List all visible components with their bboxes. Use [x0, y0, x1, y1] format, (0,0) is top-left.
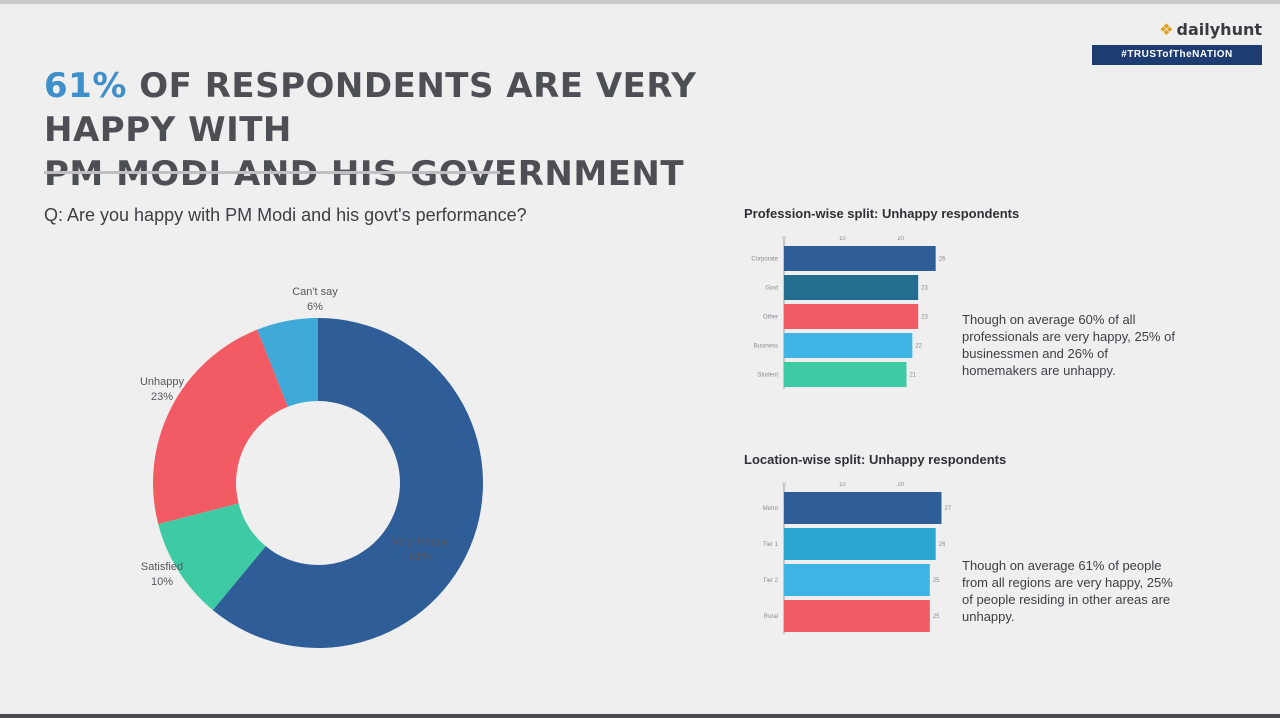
donut-value-label: 6% [307, 301, 323, 313]
bottom-edge-strip [0, 714, 1280, 718]
bar-student [784, 362, 907, 387]
bar-value-label: 27 [945, 506, 952, 512]
bar-value-label: 23 [921, 286, 928, 292]
donut-value-label: 10% [151, 576, 173, 588]
bar-tick-label: 20 [897, 482, 904, 488]
profession-chart-title: Profession-wise split: Unhappy responden… [744, 206, 1020, 221]
donut-value-label: 23% [151, 391, 173, 403]
bar-value-label: 25 [933, 614, 940, 620]
bar-tier-1 [784, 528, 936, 560]
brand-banner: #TRUSTofTheNATION [1092, 45, 1262, 65]
bar-govt [784, 275, 919, 300]
bar-corporate [784, 246, 936, 271]
bar-other [784, 304, 919, 329]
top-edge-strip [0, 0, 1280, 4]
headline-highlight: 61% [44, 66, 127, 106]
donut-label: Satisfied [141, 561, 183, 573]
bar-category-label: Rural [764, 614, 778, 620]
donut-label: Can't say [292, 286, 338, 298]
donut-slice-unhappy [152, 329, 288, 525]
bar-category-label: Other [763, 315, 778, 321]
bar-tick-label: 10 [839, 236, 846, 242]
donut-slice-satisfied [158, 503, 266, 611]
bar-tick-label: 0 [782, 236, 786, 242]
bar-rural [784, 600, 930, 632]
bar-value-label: 26 [939, 542, 946, 548]
bar-value-label: 26 [939, 257, 946, 263]
brand-block: ❖ dailyhunt #TRUSTofTheNATION [1092, 20, 1262, 65]
bar-category-label: Business [754, 344, 778, 350]
survey-question: Q: Are you happy with PM Modi and his go… [44, 205, 527, 225]
bar-tick-label: 0 [782, 482, 786, 488]
bar-category-label: Tier 1 [763, 542, 779, 548]
bar-category-label: Metro [763, 506, 779, 512]
headline-line2: PM MODI AND HIS GOVERNMENT [44, 154, 685, 194]
page-title: 61% OF RESPONDENTS ARE VERY HAPPY WITH P… [44, 64, 804, 196]
bar-business [784, 333, 913, 358]
bar-category-label: Student [757, 373, 778, 379]
profession-bar-chart: 0 10 20 Corporate 26 Govt 23 Other 23 Business 22 S… [751, 236, 946, 389]
headline-text: OF RESPONDENTS ARE VERY HAPPY WITH [44, 66, 697, 150]
bar-tier-2 [784, 564, 930, 596]
bar-category-label: Tier 2 [763, 578, 779, 584]
bar-value-label: 22 [915, 344, 922, 350]
bar-value-label: 21 [910, 373, 917, 379]
title-divider [44, 171, 500, 174]
profession-note: Though on average 60% of all professiona… [962, 312, 1175, 378]
donut-label: Very Happy [392, 536, 449, 548]
donut-slice-very-happy [212, 318, 484, 648]
bar-category-label: Govt [765, 286, 778, 292]
donut-slice-can-t-say [257, 318, 318, 407]
location-note: Though on average 61% of people from all… [962, 558, 1173, 624]
donut-value-label: 61% [409, 551, 431, 563]
bar-value-label: 23 [921, 315, 928, 321]
bar-tick-label: 20 [897, 236, 904, 242]
bar-metro [784, 492, 942, 524]
bar-tick-label: 10 [839, 482, 846, 488]
donut-label: Unhappy [140, 376, 185, 388]
dailyhunt-logo: ❖ dailyhunt [1159, 20, 1262, 39]
bar-value-label: 25 [933, 578, 940, 584]
bar-category-label: Corporate [751, 257, 778, 263]
donut-chart: Very Happy 61% Satisfied 10% Unhappy 23% Can't… [140, 286, 484, 648]
location-bar-chart: 0 10 20 Metro 27 Tier 1 26 Tier 2 25 Rural 25 [763, 482, 952, 634]
location-chart-title: Location-wise split: Unhappy respondents [744, 452, 1007, 467]
